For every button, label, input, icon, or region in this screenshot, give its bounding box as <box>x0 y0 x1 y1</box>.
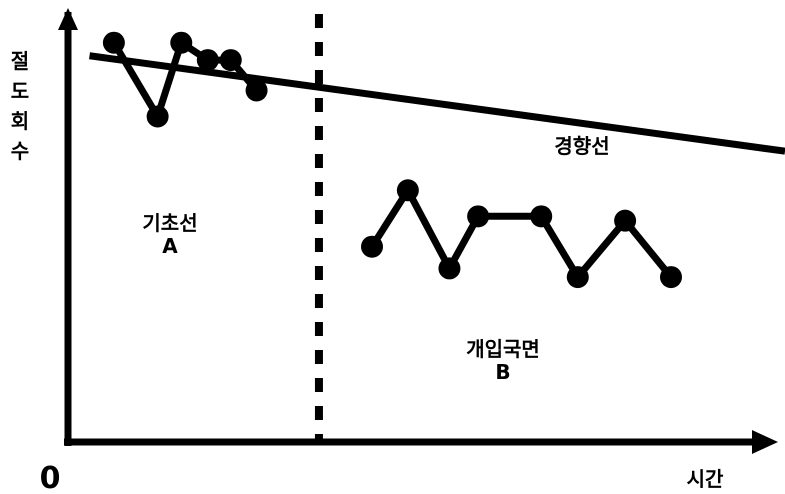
y-axis-label-2: 도 <box>11 79 29 103</box>
series-1-point-2 <box>146 105 169 128</box>
x-axis-arrow <box>752 430 778 454</box>
series-2-point-1 <box>361 235 384 258</box>
y-axis-label-4: 수 <box>11 139 29 163</box>
series-2-point-3 <box>438 257 461 280</box>
origin-label: 0 <box>40 461 61 494</box>
series-1-point-3 <box>170 31 193 54</box>
x-axis-label: 시간 <box>687 467 724 491</box>
phase-b-letter: B <box>495 360 510 384</box>
trend-line <box>89 52 785 155</box>
y-axis-label-1: 절 <box>11 49 29 73</box>
y-axis-label-3: 회 <box>11 109 29 133</box>
series-2-point-2 <box>396 179 419 202</box>
series-1-point-4 <box>196 49 219 72</box>
trend-label: 경향선 <box>554 134 609 158</box>
series-2-point-7 <box>614 209 637 232</box>
series-2-line <box>369 186 674 281</box>
phase-a-label: 기초선 <box>142 211 197 235</box>
y-axis-arrow <box>58 8 78 30</box>
series-1-point-6 <box>245 79 268 102</box>
phase-b-label: 개입국면 <box>466 337 540 361</box>
axes <box>58 8 778 454</box>
series-2-point-5 <box>530 205 553 228</box>
series-1-point-5 <box>219 49 242 72</box>
series-layer <box>102 31 682 289</box>
phase-a-letter: A <box>162 234 178 258</box>
series-2-point-8 <box>659 266 682 289</box>
series-1-point-1 <box>102 31 125 54</box>
series-2-point-4 <box>467 205 490 228</box>
series-2-point-6 <box>566 266 589 289</box>
